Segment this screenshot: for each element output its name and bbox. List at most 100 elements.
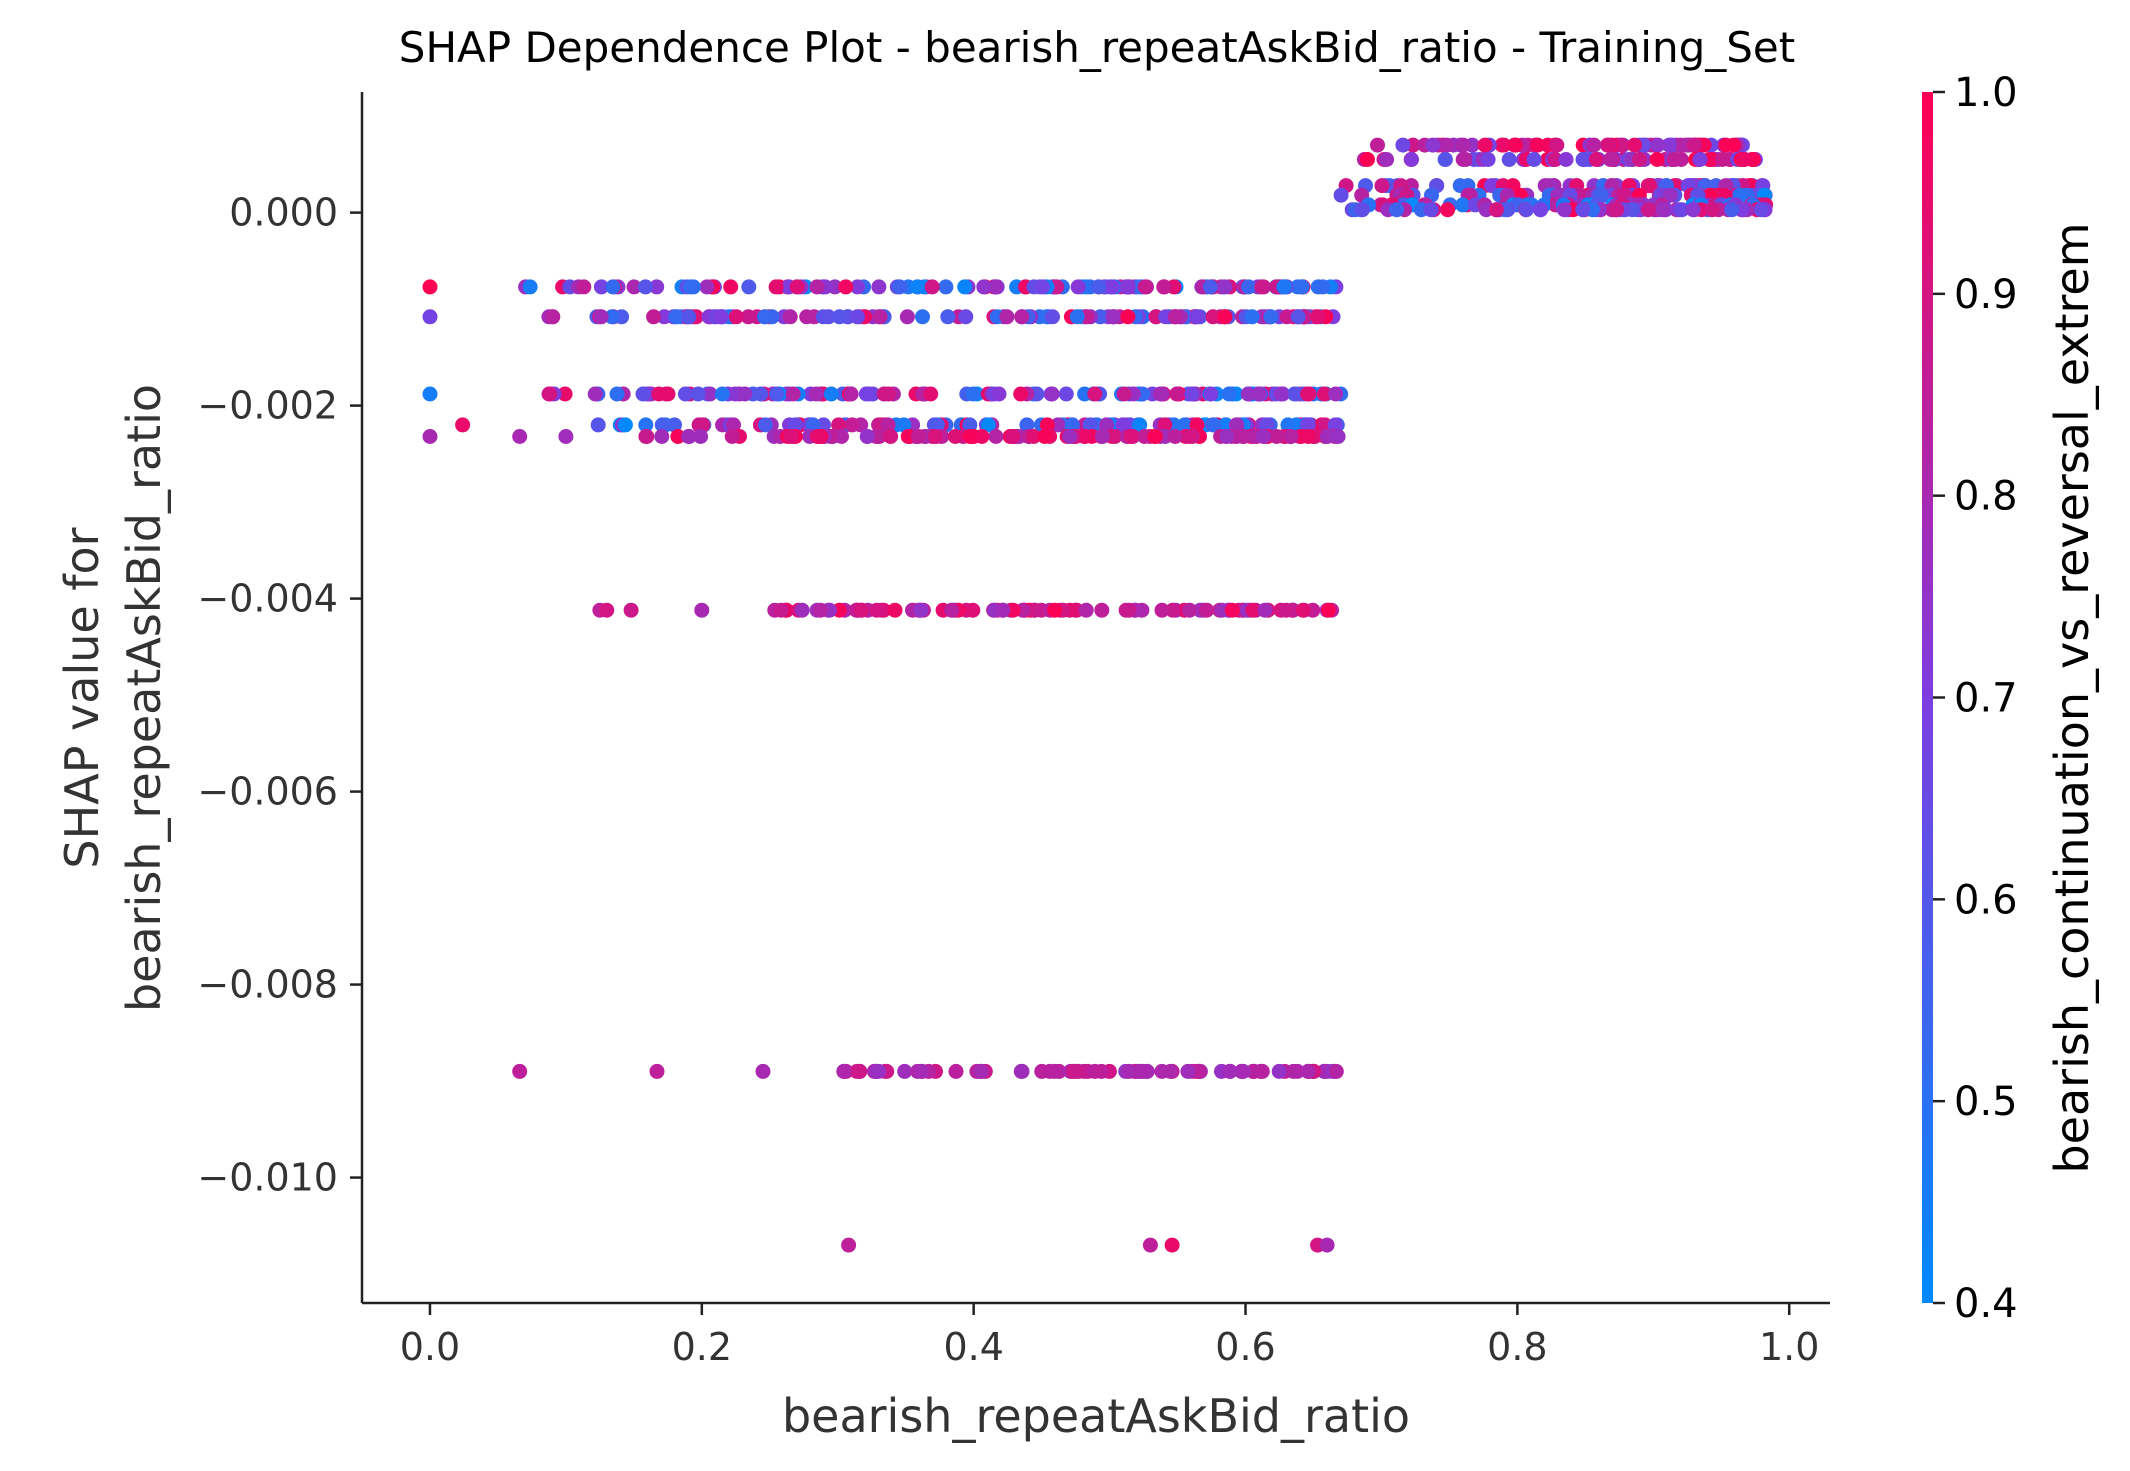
- data-point: [1069, 309, 1085, 325]
- data-point: [1034, 279, 1050, 295]
- data-point: [1277, 279, 1292, 295]
- data-point: [1218, 417, 1234, 433]
- data-point: [1105, 309, 1121, 325]
- data-point: [1328, 1063, 1344, 1079]
- data-point: [1257, 602, 1273, 618]
- data-point: [1099, 417, 1114, 433]
- data-point: [1300, 429, 1316, 444]
- data-point: [947, 429, 963, 444]
- data-point: [1069, 1063, 1085, 1079]
- data-point: [923, 386, 939, 402]
- data-point: [512, 429, 528, 444]
- data-point: [1319, 1237, 1335, 1253]
- data-point: [1666, 152, 1682, 167]
- x-tick-label: 1.0: [1759, 1325, 1819, 1369]
- data-point: [957, 279, 973, 295]
- data-point: [1437, 152, 1453, 167]
- data-point: [1259, 417, 1275, 433]
- data-point: [938, 279, 954, 295]
- data-point: [1330, 429, 1346, 444]
- data-point: [1034, 1063, 1050, 1079]
- data-point: [924, 279, 940, 295]
- data-point: [545, 309, 560, 325]
- data-point: [1229, 417, 1245, 433]
- data-point: [1167, 429, 1183, 444]
- y-tick-label: −0.010: [197, 1156, 338, 1200]
- scatter-points: [422, 137, 1774, 1253]
- data-point: [940, 309, 956, 325]
- data-point: [1575, 202, 1591, 218]
- data-point: [702, 386, 718, 402]
- data-point: [1558, 152, 1574, 167]
- data-point: [646, 309, 662, 325]
- data-point: [853, 602, 869, 618]
- data-point: [1641, 178, 1657, 194]
- data-point: [1224, 602, 1240, 618]
- data-point: [605, 279, 621, 295]
- data-point: [1091, 279, 1107, 295]
- data-point: [787, 417, 803, 433]
- data-point: [635, 386, 651, 402]
- data-point: [1205, 309, 1221, 325]
- data-point: [988, 279, 1004, 295]
- data-point: [1064, 417, 1080, 433]
- data-point: [1182, 602, 1198, 618]
- data-point: [948, 1063, 964, 1079]
- data-point: [1044, 386, 1060, 402]
- data-point: [1674, 202, 1690, 218]
- data-point: [841, 1237, 857, 1253]
- y-axis-ticks: 0.000 −0.002 −0.004 −0.006 −0.008 −0.010: [197, 191, 362, 1200]
- data-point: [1327, 417, 1343, 433]
- data-point: [805, 417, 821, 433]
- data-point: [741, 279, 757, 295]
- data-point: [1082, 417, 1098, 433]
- data-point: [843, 386, 859, 402]
- data-point: [1217, 309, 1233, 325]
- data-point: [913, 602, 929, 618]
- data-point: [1104, 279, 1120, 295]
- data-point: [638, 417, 654, 433]
- data-point: [1077, 429, 1093, 444]
- data-point: [852, 1063, 868, 1079]
- data-point: [1254, 279, 1270, 295]
- data-point: [593, 309, 609, 325]
- data-point: [1294, 279, 1310, 295]
- data-point: [649, 279, 665, 295]
- data-point: [944, 602, 960, 618]
- data-point: [1661, 137, 1677, 153]
- data-point: [838, 279, 854, 295]
- data-point: [1221, 386, 1237, 402]
- data-point: [1289, 386, 1305, 402]
- data-point: [1094, 602, 1110, 618]
- data-point: [1047, 1063, 1063, 1079]
- data-point: [737, 386, 753, 402]
- data-point: [1169, 386, 1185, 402]
- data-point: [1123, 429, 1139, 444]
- data-point: [1157, 417, 1173, 433]
- data-point: [768, 279, 784, 295]
- x-axis-label: bearish_repeatAskBid_ratio: [782, 1389, 1410, 1443]
- data-point: [844, 417, 860, 433]
- data-point: [1182, 429, 1198, 444]
- data-point: [1154, 602, 1170, 618]
- data-point: [1586, 137, 1602, 153]
- y-tick-label: −0.004: [197, 577, 338, 621]
- data-point: [1206, 417, 1222, 433]
- data-point: [1254, 1063, 1270, 1079]
- data-point: [1455, 137, 1471, 153]
- data-point: [1316, 386, 1332, 402]
- data-point: [1235, 429, 1251, 444]
- data-point: [974, 429, 990, 444]
- y-tick-label: 0.000: [229, 191, 338, 235]
- colorbar-tick-label: 0.5: [1954, 1079, 2018, 1125]
- data-point: [690, 386, 706, 402]
- y-axis-label-line-2: bearish_repeatAskBid_ratio: [117, 384, 171, 1012]
- data-point: [988, 429, 1004, 444]
- data-point: [1532, 202, 1548, 218]
- colorbar-tick-label: 0.8: [1954, 474, 2018, 520]
- data-point: [1115, 417, 1131, 433]
- data-point: [1714, 152, 1730, 167]
- data-point: [1070, 279, 1086, 295]
- data-point: [782, 309, 798, 325]
